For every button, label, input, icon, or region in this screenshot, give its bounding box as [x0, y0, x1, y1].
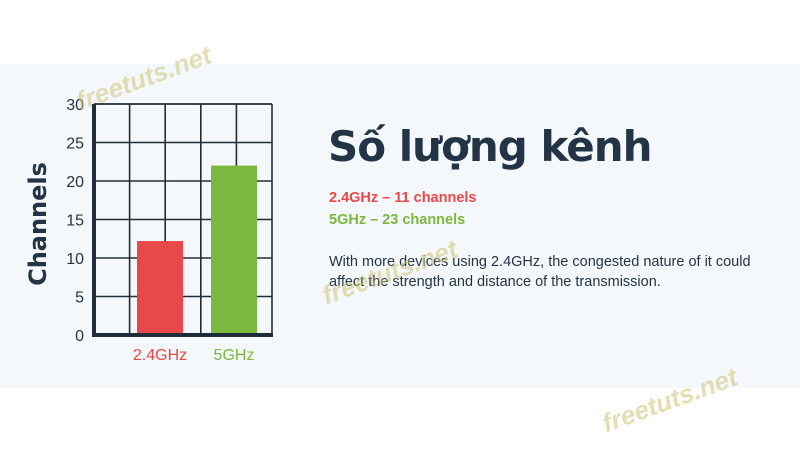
y-tick-label: 20 — [66, 174, 84, 191]
x-category-labels: 2.4GHz 5GHz — [133, 347, 255, 364]
stat-line-24ghz: 2.4GHz – 11 channels — [329, 190, 477, 206]
y-tick-label: 5 — [75, 290, 84, 307]
y-axis-label: Channels — [24, 162, 52, 286]
y-tick-label: 10 — [66, 251, 84, 268]
page-title: Số lượng kênh — [328, 122, 653, 171]
bar-24ghz — [137, 241, 183, 333]
y-tick-label: 15 — [66, 213, 84, 230]
stat-line-5ghz: 5GHz – 23 channels — [329, 212, 466, 228]
y-tick-labels: 0 5 10 15 20 25 30 — [66, 97, 84, 345]
y-tick-label: 25 — [66, 136, 84, 153]
bar-5ghz — [211, 165, 257, 333]
x-category-label: 2.4GHz — [133, 347, 187, 364]
chart-bars — [137, 165, 257, 333]
y-tick-label: 30 — [66, 97, 84, 114]
description-text: With more devices using 2.4GHz, the cong… — [329, 254, 751, 290]
x-category-label: 5GHz — [214, 347, 255, 364]
y-tick-label: 0 — [75, 328, 84, 345]
